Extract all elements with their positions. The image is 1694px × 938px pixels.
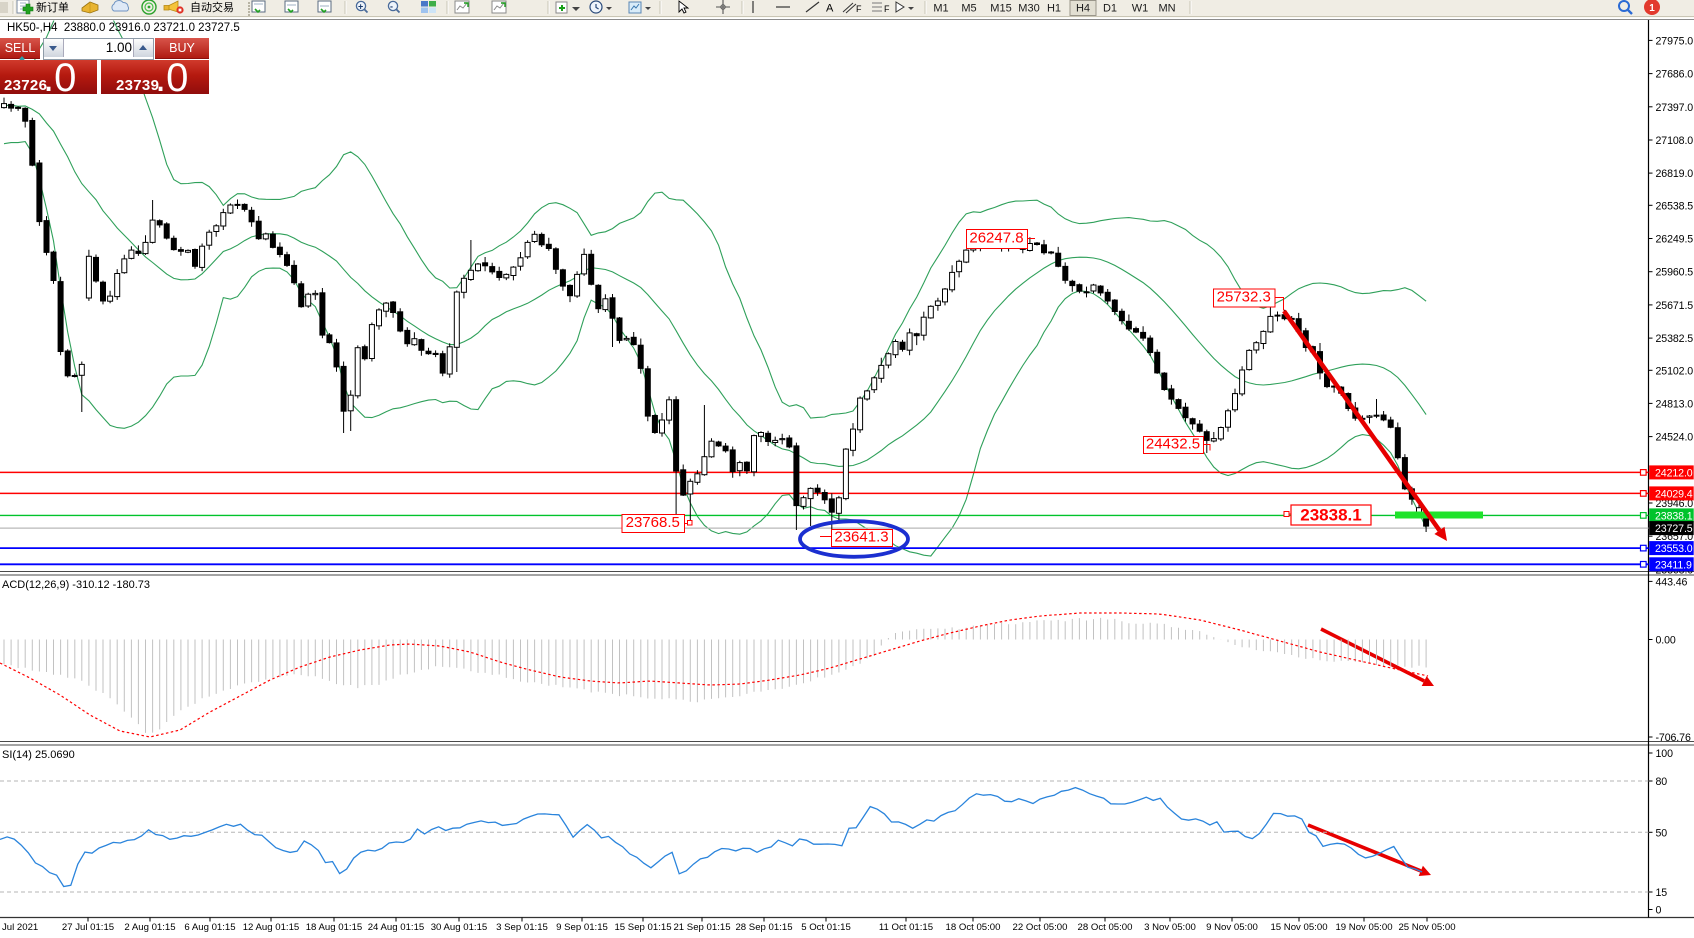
- svg-text:15 Sep 01:15: 15 Sep 01:15: [614, 922, 671, 933]
- svg-text:0.00: 0.00: [1656, 635, 1676, 647]
- svg-text:19 Nov 05:00: 19 Nov 05:00: [1335, 922, 1392, 933]
- svg-text:26249.5: 26249.5: [1656, 234, 1694, 246]
- svg-text:M5: M5: [961, 3, 976, 15]
- svg-text:27975.0: 27975.0: [1656, 35, 1694, 47]
- svg-text:22 Oct 05:00: 22 Oct 05:00: [1013, 922, 1068, 933]
- svg-text:23553.0: 23553.0: [1655, 543, 1693, 555]
- svg-text:27108.0: 27108.0: [1656, 135, 1694, 147]
- svg-text:25732.3: 25732.3: [1217, 289, 1271, 306]
- svg-text:5 Oct 01:15: 5 Oct 01:15: [801, 922, 851, 933]
- svg-text:18 Oct 05:00: 18 Oct 05:00: [946, 922, 1001, 933]
- svg-text:D1: D1: [1103, 3, 1117, 15]
- svg-text:27397.0: 27397.0: [1656, 102, 1694, 114]
- svg-text:SI(14) 25.0690: SI(14) 25.0690: [2, 749, 75, 761]
- svg-text:0: 0: [1656, 905, 1662, 917]
- svg-text:100: 100: [1656, 748, 1674, 760]
- svg-text:12 Aug 01:15: 12 Aug 01:15: [243, 922, 300, 933]
- svg-text:15 Nov 05:00: 15 Nov 05:00: [1270, 922, 1327, 933]
- svg-text:M30: M30: [1018, 3, 1039, 15]
- svg-text:24029.4: 24029.4: [1655, 488, 1693, 500]
- svg-text:9 Sep 01:15: 9 Sep 01:15: [556, 922, 608, 933]
- svg-text:26819.0: 26819.0: [1656, 168, 1694, 180]
- svg-text:23946.0: 23946.0: [1656, 498, 1694, 510]
- svg-text:18 Aug 01:15: 18 Aug 01:15: [306, 922, 363, 933]
- svg-text:23768.5: 23768.5: [626, 514, 680, 531]
- svg-text:1: 1: [1649, 3, 1655, 14]
- svg-text:25102.0: 25102.0: [1656, 365, 1694, 377]
- svg-text:-706.76: -706.76: [1656, 732, 1691, 744]
- svg-text:自动交易: 自动交易: [190, 0, 234, 14]
- svg-text:24813.0: 24813.0: [1656, 398, 1694, 410]
- svg-text:9 Nov 05:00: 9 Nov 05:00: [1206, 922, 1258, 933]
- svg-text:27686.0: 27686.0: [1656, 69, 1694, 81]
- svg-text:25671.5: 25671.5: [1656, 300, 1694, 312]
- svg-text:M15: M15: [990, 3, 1011, 15]
- svg-text:MN: MN: [1158, 3, 1175, 15]
- svg-text:H4: H4: [1076, 3, 1090, 15]
- svg-text:24524.0: 24524.0: [1656, 432, 1694, 444]
- svg-text:25382.5: 25382.5: [1656, 333, 1694, 345]
- svg-text:M1: M1: [933, 3, 948, 15]
- svg-text:50: 50: [1656, 827, 1668, 839]
- svg-text:新订单: 新订单: [36, 0, 69, 14]
- svg-text:24432.5: 24432.5: [1146, 436, 1200, 453]
- svg-text:W1: W1: [1132, 3, 1149, 15]
- svg-text:F: F: [884, 4, 890, 14]
- svg-text:26538.5: 26538.5: [1656, 200, 1694, 212]
- svg-text:ACD(12,26,9) -310.12 -180.73: ACD(12,26,9) -310.12 -180.73: [2, 579, 150, 591]
- svg-text:Jul 2021: Jul 2021: [2, 922, 38, 933]
- svg-text:3 Sep 01:15: 3 Sep 01:15: [496, 922, 548, 933]
- svg-text:H1: H1: [1047, 3, 1061, 15]
- svg-text:11 Oct 01:15: 11 Oct 01:15: [879, 922, 933, 933]
- svg-text:A: A: [826, 3, 834, 15]
- svg-text:28 Sep 01:15: 28 Sep 01:15: [735, 922, 792, 933]
- svg-text:21 Sep 01:15: 21 Sep 01:15: [673, 922, 730, 933]
- svg-text:24 Aug 01:15: 24 Aug 01:15: [368, 922, 425, 933]
- svg-text:30 Aug 01:15: 30 Aug 01:15: [431, 922, 488, 933]
- svg-text:443.46: 443.46: [1656, 576, 1688, 588]
- svg-text:27 Jul 01:15: 27 Jul 01:15: [62, 922, 114, 933]
- svg-text:-: -: [390, 2, 393, 12]
- svg-text:6 Aug 01:15: 6 Aug 01:15: [184, 922, 235, 933]
- svg-text:2 Aug 01:15: 2 Aug 01:15: [124, 922, 175, 933]
- svg-text:F: F: [856, 4, 862, 14]
- svg-text:28 Oct 05:00: 28 Oct 05:00: [1078, 922, 1133, 933]
- svg-text:24212.0: 24212.0: [1655, 467, 1693, 479]
- svg-text:3 Nov 05:00: 3 Nov 05:00: [1144, 922, 1196, 933]
- svg-text:26247.8: 26247.8: [969, 230, 1023, 247]
- svg-text:80: 80: [1656, 776, 1668, 788]
- svg-text:23641.3: 23641.3: [834, 529, 888, 546]
- svg-text:HK50-,H4 23880.0 23916.0 2372: HK50-,H4 23880.0 23916.0 23721.0 23727.5: [7, 22, 240, 34]
- svg-text:23411.9: 23411.9: [1655, 559, 1692, 571]
- svg-text:25960.5: 25960.5: [1656, 267, 1694, 279]
- svg-text:+: +: [358, 2, 363, 12]
- svg-text:23838.1: 23838.1: [1300, 506, 1361, 525]
- svg-text:23727.5: 23727.5: [1655, 523, 1693, 535]
- svg-text:25 Nov 05:00: 25 Nov 05:00: [1398, 922, 1455, 933]
- svg-text:15: 15: [1656, 887, 1668, 899]
- svg-text:23838.1: 23838.1: [1655, 510, 1693, 522]
